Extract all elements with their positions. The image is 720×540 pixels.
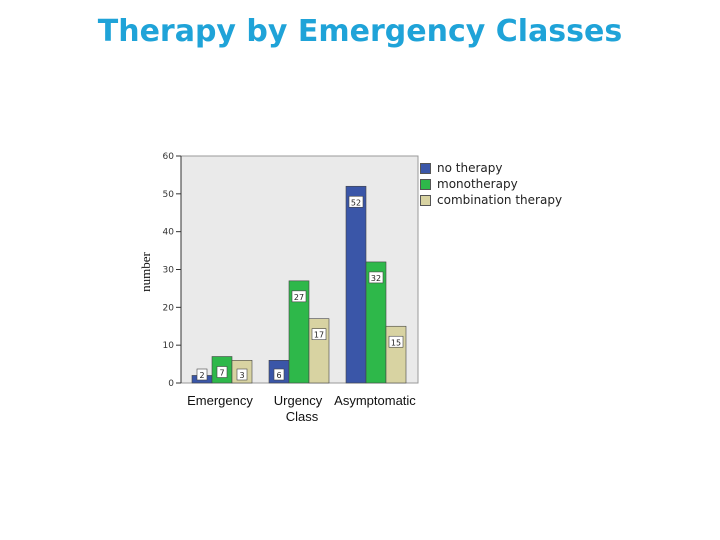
data-label-box [196,368,208,381]
data-label: 3 [239,371,244,380]
y-tick-label: 20 [163,303,175,313]
data-label: 6 [276,371,281,380]
data-label-box [348,195,364,208]
legend-swatch-no-therapy [420,162,431,174]
data-label: 27 [294,293,304,302]
data-label: 17 [314,331,324,340]
x-axis-label: Class [285,409,319,424]
y-tick-label: 50 [163,190,175,200]
y-axis-label: number [138,252,153,292]
chart-legend: no therapy monotherapy combination thera… [420,160,562,208]
legend-label-no-therapy: no therapy [437,161,503,175]
category-label-urgency: Urgency [273,393,323,408]
data-label: 15 [391,338,401,347]
data-label-box [291,290,307,303]
bar-combination-therapy [385,325,407,384]
data-label: 2 [199,371,204,380]
data-label-box [216,366,228,378]
data-label: 52 [351,198,361,207]
data-label: 7 [219,369,224,378]
data-label: 32 [371,274,381,283]
y-tick-label: 10 [163,341,175,351]
legend-item-no-therapy: no therapy [420,160,562,176]
slide-title: Therapy by Emergency Classes [97,14,623,49]
legend-swatch-combination-therapy [420,194,431,206]
legend-swatch-monotherapy [420,178,431,190]
data-label-box [311,328,327,340]
bar-combination-therapy [308,318,330,384]
bar-monotherapy [365,261,387,384]
legend-item-monotherapy: monotherapy [420,176,562,192]
category-label-asymptomatic: Asymptomatic [334,393,416,408]
legend-label-monotherapy: monotherapy [437,177,518,191]
data-label-box [388,335,404,348]
data-label-box [236,368,248,381]
y-tick-label: 0 [168,379,174,389]
legend-label-combination-therapy: combination therapy [437,193,563,207]
category-label-emergency: Emergency [187,393,253,408]
y-tick-label: 40 [163,228,175,238]
data-label-box [273,368,285,381]
y-tick-label: 30 [163,266,175,276]
data-label-box [368,271,384,284]
legend-item-combination-therapy: combination therapy [420,192,562,208]
bar-no-therapy [345,185,367,384]
y-tick-label: 60 [163,152,175,162]
